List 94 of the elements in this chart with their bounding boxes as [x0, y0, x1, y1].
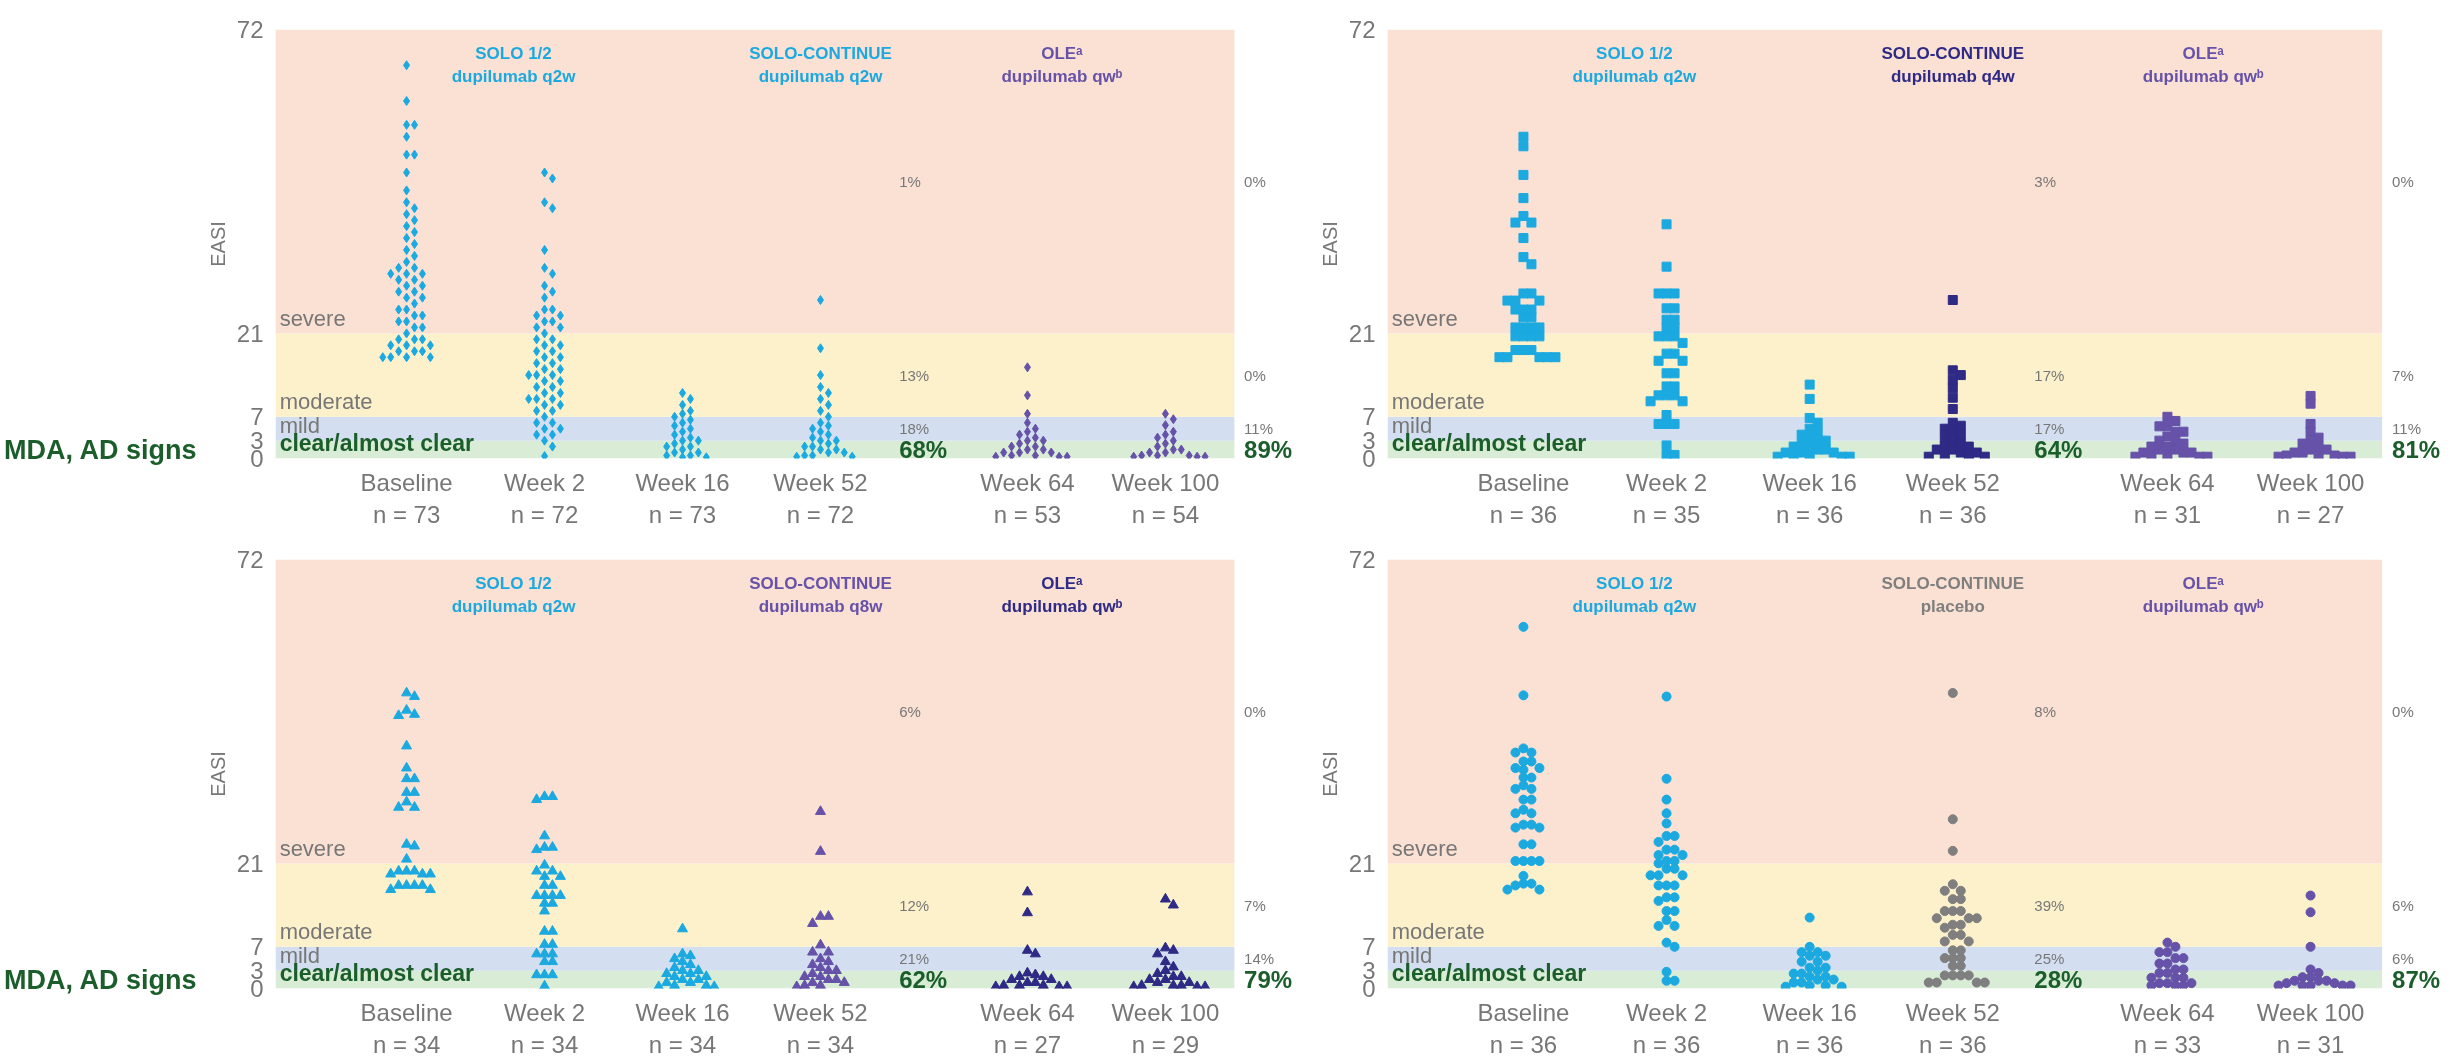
annotation: OLEᵃ dupilumab qwᵇ	[1001, 44, 1123, 87]
annotation: SOLO 1/2 dupilumab q2w	[451, 44, 577, 87]
band-label: severe	[1391, 835, 1458, 861]
x-tick-label: Week 64 n = 31	[2120, 468, 2215, 528]
text: 87%	[2392, 966, 2441, 994]
x-tick-label: Week 2 n = 72	[504, 468, 586, 528]
y-tick-label: 72	[236, 16, 264, 43]
text: 0%	[2392, 702, 2414, 720]
x-tick-label: Baseline n = 36	[1477, 998, 1570, 1058]
x-tick-label: Week 100 n = 29	[1111, 998, 1220, 1058]
annotation: 13%	[899, 366, 930, 384]
text: 7%	[2392, 366, 2414, 384]
x-tick-label: Week 16 n = 36	[1762, 998, 1857, 1058]
band-label: moderate	[1391, 919, 1485, 945]
band-label: severe	[1391, 305, 1458, 331]
y-tick-label: 7	[250, 403, 264, 431]
annotation: OLEᵃ dupilumab qwᵇ	[1001, 574, 1123, 617]
x-tick-label: Week 52 n = 72	[773, 468, 868, 528]
y-axis-title: EASI	[1318, 751, 1341, 797]
x-tick-label: Baseline n = 34	[360, 998, 453, 1058]
x-tick-label: Baseline n = 73	[360, 468, 453, 528]
text: 7%	[1244, 896, 1266, 914]
text: 11%	[2392, 420, 2422, 438]
y-tick-label: 7	[250, 933, 264, 961]
y-axis-title: EASI	[206, 751, 229, 797]
y-tick-label: 72	[236, 546, 264, 573]
text: 81%	[2392, 436, 2441, 464]
annotation: 12%	[899, 896, 930, 914]
annotation: 1%	[899, 172, 921, 190]
band-label: moderate	[279, 389, 373, 415]
annotation: SOLO 1/2 dupilumab q2w	[451, 574, 577, 617]
annotation: 21%	[899, 950, 930, 968]
x-tick-label: Week 2 n = 34	[504, 998, 586, 1058]
band-label: moderate	[279, 919, 373, 945]
x-tick-label: Week 64 n = 53	[980, 468, 1075, 528]
annotation: 6%	[899, 702, 921, 720]
annotation: 18%	[899, 420, 930, 438]
annotation: OLEᵃ dupilumab qwᵇ	[2142, 574, 2265, 617]
y-tick-label: 7	[1362, 403, 1376, 431]
x-tick-label: Week 16 n = 34	[635, 998, 730, 1058]
x-tick-label: Week 100 n = 54	[1111, 468, 1220, 528]
annotation: 62%	[899, 966, 948, 994]
annotation: SOLO-CONTINUE dupilumab q4w	[1881, 44, 2025, 87]
text: MDA, AD signs	[3, 434, 197, 465]
y-tick-label: 7	[1362, 933, 1376, 961]
annotation: SOLO-CONTINUE dupilumab q2w	[749, 44, 892, 87]
text: 6%	[2392, 950, 2414, 968]
y-tick-label: 21	[1348, 319, 1376, 347]
y-tick-label: 21	[236, 849, 264, 877]
annotation: SOLO-CONTINUE placebo	[1881, 574, 2025, 617]
x-tick-label: Week 64 n = 27	[980, 998, 1075, 1058]
annotation: 17%	[2034, 366, 2065, 384]
annotation: SOLO 1/2 dupilumab q2w	[1572, 44, 1697, 87]
x-tick-label: Week 2 n = 36	[1626, 998, 1708, 1058]
annotation: 28%	[2034, 966, 2083, 994]
annotation: 3%	[2034, 172, 2057, 190]
x-tick-label: Week 52 n = 36	[1905, 998, 2000, 1058]
y-tick-label: 72	[1348, 546, 1376, 573]
y-tick-label: 72	[1348, 16, 1376, 43]
text: 0%	[1244, 172, 1266, 190]
annotation: 25%	[2034, 950, 2065, 968]
x-tick-label: Week 64 n = 33	[2120, 998, 2215, 1058]
text: 6%	[2392, 896, 2414, 914]
x-tick-label: Week 100 n = 31	[2256, 998, 2365, 1058]
text: 14%	[1244, 950, 1275, 968]
y-tick-label: 21	[1348, 849, 1376, 877]
x-tick-label: Week 52 n = 34	[773, 998, 868, 1058]
x-tick-label: Week 16 n = 36	[1762, 468, 1857, 528]
annotation: 8%	[2034, 702, 2057, 720]
annotation: SOLO 1/2 dupilumab q2w	[1572, 574, 1697, 617]
x-tick-label: Week 16 n = 73	[635, 468, 730, 528]
band-label: severe	[279, 835, 346, 861]
text: 11%	[1244, 420, 1273, 438]
annotation: OLEᵃ dupilumab qwᵇ	[2142, 44, 2265, 87]
x-tick-label: Week 52 n = 36	[1905, 468, 2000, 528]
annotation: 68%	[899, 436, 948, 464]
text: 79%	[1244, 966, 1293, 994]
y-tick-label: 21	[236, 319, 264, 347]
text: 0%	[2392, 172, 2414, 190]
band-label: severe	[279, 305, 346, 331]
y-axis-title: EASI	[1318, 221, 1341, 267]
annotation: SOLO-CONTINUE dupilumab q8w	[749, 574, 892, 617]
band-label: moderate	[1391, 389, 1485, 415]
x-tick-label: Week 100 n = 27	[2256, 468, 2365, 528]
text: 89%	[1244, 436, 1293, 464]
annotation: 39%	[2034, 896, 2065, 914]
text: 0%	[1244, 702, 1266, 720]
text: MDA, AD signs	[3, 964, 197, 995]
text: 0%	[1244, 366, 1266, 384]
x-tick-label: Baseline n = 36	[1477, 468, 1570, 528]
annotation: 64%	[2034, 436, 2083, 464]
annotation: 17%	[2034, 420, 2065, 438]
y-axis-title: EASI	[206, 221, 229, 267]
x-tick-label: Week 2 n = 35	[1626, 468, 1708, 528]
